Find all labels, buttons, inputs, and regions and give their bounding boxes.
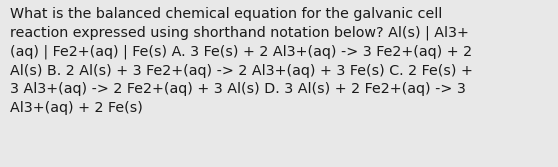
Text: What is the balanced chemical equation for the galvanic cell
reaction expressed : What is the balanced chemical equation f…	[10, 7, 473, 115]
